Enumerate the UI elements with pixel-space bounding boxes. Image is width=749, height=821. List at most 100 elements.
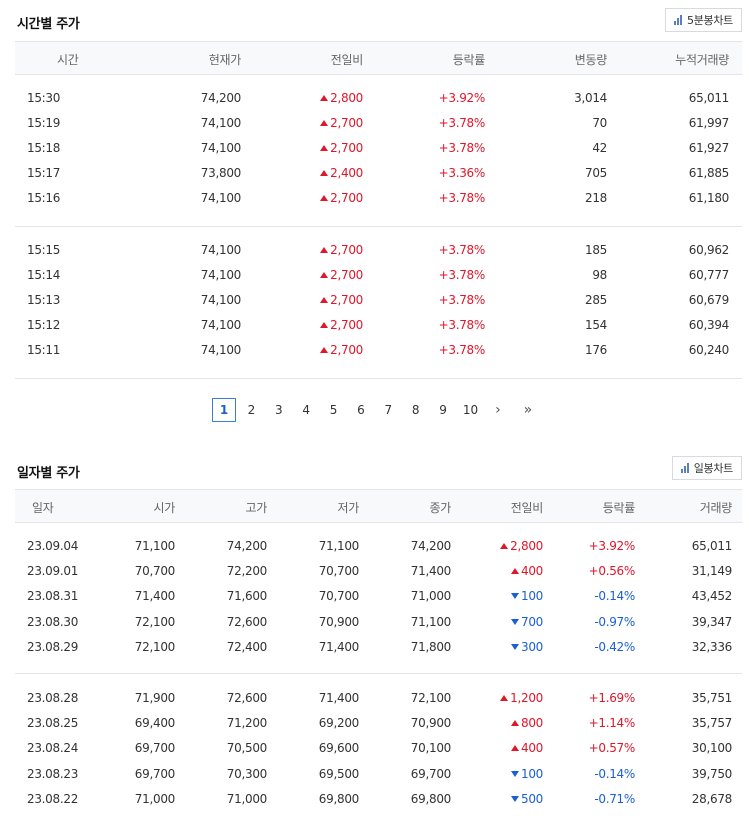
cell-high: 72,600 bbox=[226, 615, 268, 629]
bar-chart-icon bbox=[674, 15, 683, 25]
table-row: 23.08.31 71,400 71,600 70,700 71,000 100 -0.14… bbox=[15, 584, 742, 609]
cell-close: 70,900 bbox=[410, 716, 452, 730]
down-triangle-icon bbox=[510, 593, 519, 599]
time-table-header: 시간 현재가 전일비 등락률 변동량 누적거래량 bbox=[15, 41, 742, 75]
cell-rate: -0.97% bbox=[594, 615, 635, 629]
col-header-cum-volume: 누적거래량 bbox=[675, 53, 729, 67]
time-section-title: 시간별 주가 bbox=[17, 17, 80, 32]
cell-rate: +3.78% bbox=[438, 268, 486, 282]
cell-price: 74,100 bbox=[200, 268, 242, 282]
col-header-time: 시간 bbox=[57, 53, 79, 67]
page-link-3[interactable]: 3 bbox=[274, 403, 283, 417]
cell-volume: 28,678 bbox=[691, 792, 733, 806]
cell-close: 71,800 bbox=[410, 640, 452, 654]
cell-open: 69,700 bbox=[134, 767, 176, 781]
cell-close: 70,100 bbox=[410, 741, 452, 755]
col-header-diff: 전일비 bbox=[330, 53, 364, 67]
cell-price: 74,100 bbox=[200, 116, 242, 130]
cell-time: 15:12 bbox=[27, 318, 61, 332]
cell-low: 70,700 bbox=[318, 564, 360, 578]
daily-chart-label: 일봉차트 bbox=[693, 462, 734, 475]
page-link-1[interactable]: 1 bbox=[212, 398, 236, 422]
cell-rate: -0.42% bbox=[594, 640, 635, 654]
cell-open: 69,700 bbox=[134, 741, 176, 755]
cell-date: 23.08.24 bbox=[27, 741, 79, 755]
cell-low: 71,100 bbox=[318, 539, 360, 553]
cell-cum-volume: 60,962 bbox=[688, 243, 730, 257]
down-triangle-icon bbox=[510, 644, 519, 650]
page-link-6[interactable]: 6 bbox=[357, 403, 365, 417]
cell-high: 71,600 bbox=[226, 589, 268, 603]
up-triangle-icon bbox=[510, 568, 519, 574]
page-link-4[interactable]: 4 bbox=[302, 403, 310, 417]
cell-rate: +3.78% bbox=[438, 318, 486, 332]
cell-time: 15:16 bbox=[27, 191, 61, 205]
chevron-right-icon[interactable]: › bbox=[495, 402, 501, 418]
cell-close: 71,000 bbox=[410, 589, 452, 603]
cell-time: 15:13 bbox=[27, 293, 61, 307]
table-row: 15:17 73,800 2,400 +3.36% 705 61,885 bbox=[15, 161, 742, 186]
cell-close: 69,700 bbox=[410, 767, 452, 781]
cell-price: 74,100 bbox=[200, 318, 242, 332]
cell-low: 70,700 bbox=[318, 589, 360, 603]
cell-time: 15:11 bbox=[27, 343, 61, 357]
up-triangle-icon bbox=[320, 145, 329, 151]
col-header-date: 일자 bbox=[32, 501, 54, 515]
up-triangle-icon bbox=[320, 170, 329, 176]
table-row: 15:12 74,100 2,700 +3.78% 154 60,394 bbox=[15, 313, 742, 338]
cell-close: 72,100 bbox=[410, 691, 452, 705]
page-link-10[interactable]: 10 bbox=[462, 403, 479, 417]
cell-high: 71,000 bbox=[226, 792, 268, 806]
cell-diff: 2,700 bbox=[320, 293, 363, 307]
page-link-2[interactable]: 2 bbox=[247, 403, 256, 417]
daily-group-divider bbox=[15, 673, 742, 674]
table-row: 15:19 74,100 2,700 +3.78% 70 61,997 bbox=[15, 111, 742, 136]
col-header-volume: 거래량 bbox=[699, 501, 733, 515]
cell-rate: +3.78% bbox=[438, 243, 486, 257]
cell-rate: -0.14% bbox=[594, 589, 635, 603]
cell-date: 23.08.30 bbox=[27, 615, 79, 629]
table-row: 15:15 74,100 2,700 +3.78% 185 60,962 bbox=[15, 238, 742, 263]
table-row: 23.08.23 69,700 70,300 69,500 69,700 100 -0.14… bbox=[15, 762, 742, 787]
up-triangle-icon bbox=[320, 272, 329, 278]
five-minute-chart-button[interactable]: 5분봉차트 bbox=[665, 8, 742, 32]
cell-volume: 154 bbox=[584, 318, 607, 332]
cell-high: 74,200 bbox=[226, 539, 268, 553]
cell-time: 15:19 bbox=[27, 116, 61, 130]
cell-time: 15:14 bbox=[27, 268, 61, 282]
cell-volume: 42 bbox=[592, 141, 607, 155]
cell-open: 72,100 bbox=[134, 640, 176, 654]
cell-date: 23.09.04 bbox=[27, 539, 79, 553]
cell-date: 23.08.28 bbox=[27, 691, 79, 705]
cell-volume: 218 bbox=[584, 191, 607, 205]
cell-volume: 43,452 bbox=[691, 589, 733, 603]
cell-volume: 31,149 bbox=[691, 564, 733, 578]
cell-diff: 2,700 bbox=[320, 318, 363, 332]
table-row: 23.09.04 71,100 74,200 71,100 74,200 2,800 +3.… bbox=[15, 534, 742, 559]
cell-rate: +0.56% bbox=[588, 564, 636, 578]
cell-price: 74,100 bbox=[200, 343, 242, 357]
col-header-low: 저가 bbox=[337, 501, 360, 515]
page-link-8[interactable]: 8 bbox=[411, 403, 420, 417]
col-header-price: 현재가 bbox=[208, 53, 242, 67]
cell-rate: +3.78% bbox=[438, 116, 486, 130]
up-triangle-icon bbox=[510, 745, 519, 751]
col-header-diff: 전일비 bbox=[510, 501, 544, 515]
page-link-9[interactable]: 9 bbox=[439, 403, 447, 417]
daily-chart-button[interactable]: 일봉차트 bbox=[671, 456, 742, 480]
cell-rate: +0.57% bbox=[588, 741, 636, 755]
cell-time: 15:15 bbox=[27, 243, 61, 257]
cell-date: 23.08.31 bbox=[27, 589, 79, 603]
cell-cum-volume: 60,394 bbox=[688, 318, 730, 332]
col-header-close: 종가 bbox=[429, 501, 452, 515]
page-link-7[interactable]: 7 bbox=[384, 403, 393, 417]
cell-volume: 285 bbox=[584, 293, 607, 307]
cell-low: 69,600 bbox=[318, 741, 360, 755]
cell-price: 74,100 bbox=[200, 243, 242, 257]
down-triangle-icon bbox=[510, 796, 519, 802]
cell-open: 71,000 bbox=[134, 792, 176, 806]
double-chevron-right-icon[interactable]: » bbox=[523, 402, 533, 418]
cell-volume: 35,757 bbox=[691, 716, 733, 730]
up-triangle-icon bbox=[320, 297, 329, 303]
page-link-5[interactable]: 5 bbox=[329, 403, 338, 417]
